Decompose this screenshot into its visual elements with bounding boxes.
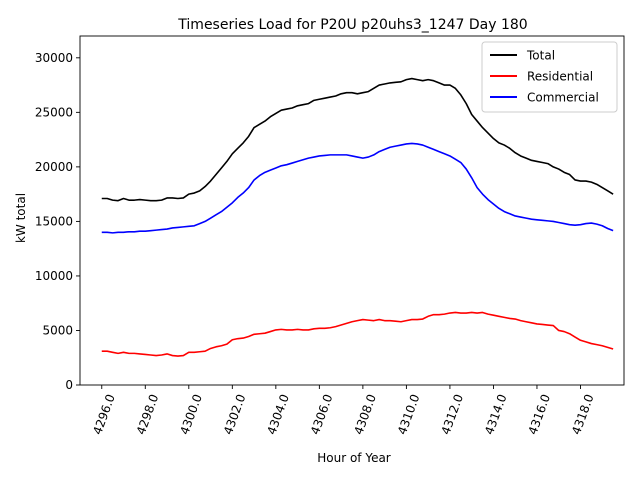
y-tick-label: 20000 [35, 160, 73, 174]
legend: Total Residential Commercial [482, 42, 617, 112]
y-tick-label: 25000 [35, 105, 73, 119]
chart-title: Timeseries Load for P20U p20uhs3_1247 Da… [177, 17, 527, 33]
y-tick-label: 5000 [42, 323, 73, 337]
legend-label-residential: Residential [527, 70, 593, 84]
legend-label-commercial: Commercial [527, 91, 599, 105]
y-axis-title: kW total [14, 193, 28, 243]
y-tick-label: 15000 [35, 214, 73, 228]
x-axis-title: Hour of Year [317, 451, 391, 465]
y-tick-label: 30000 [35, 51, 73, 65]
y-tick-label: 0 [65, 378, 73, 392]
y-tick-label: 10000 [35, 269, 73, 283]
legend-label-total: Total [526, 49, 555, 63]
chart: Timeseries Load for P20U p20uhs3_1247 Da… [0, 0, 640, 480]
